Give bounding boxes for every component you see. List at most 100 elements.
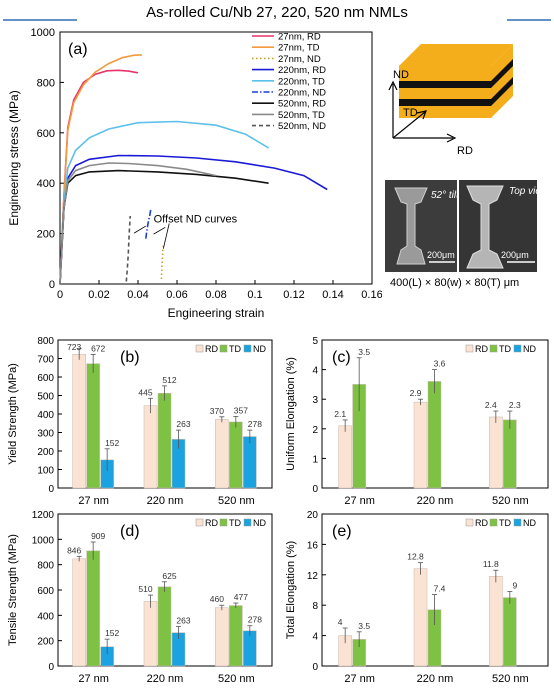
bar	[86, 363, 100, 489]
x-axis-label: Engineering strain	[168, 306, 265, 320]
legend-entry: 220nm, ND	[278, 88, 326, 99]
y-tick-label: 100	[37, 466, 54, 477]
data-label: 4	[338, 617, 343, 627]
series-line	[145, 209, 152, 239]
sem-photo-top: Top view 200μm	[459, 180, 537, 272]
data-label: 278	[248, 615, 262, 625]
legend-swatch	[219, 518, 228, 527]
y-tick-label: 1000	[31, 27, 55, 39]
y-tick-label: 0	[49, 279, 55, 291]
series-line	[59, 169, 269, 285]
y-axis-label: Uniform Elongation (%)	[285, 357, 297, 471]
legend-entry: ND	[523, 344, 536, 354]
bar	[157, 586, 172, 667]
y-tick-label: 2	[312, 425, 318, 436]
y-tick-label: 0	[48, 662, 54, 673]
y-tick-label: 0	[312, 484, 318, 495]
data-label: 2.1	[334, 409, 346, 419]
annotation-arrow	[153, 226, 166, 235]
y-tick-label: 300	[37, 429, 54, 440]
top-view-label: Top view	[509, 186, 537, 197]
legend-swatch	[513, 518, 522, 527]
y-tick-label: 5	[312, 336, 318, 347]
legend-entry: 220nm, TD	[278, 76, 325, 87]
y-tick-label: 800	[37, 77, 55, 89]
legend-entry: 27nm, ND	[278, 54, 321, 65]
y-tick-label: 500	[37, 392, 54, 403]
y-tick-label: 600	[37, 586, 54, 597]
bar	[143, 601, 158, 667]
laminate-stack	[399, 44, 513, 118]
uniform-elongation-chart: 0 1 2 3 4 5 Uniform Elongation (%) (c) 27 nm 2.1 3…	[285, 336, 549, 507]
bar	[338, 425, 352, 489]
legend-swatch	[195, 518, 204, 527]
stack-layer-1-side	[491, 59, 513, 88]
data-label: 263	[176, 419, 190, 429]
bar	[503, 419, 517, 489]
bar	[413, 401, 428, 489]
panel-label: (b)	[120, 349, 140, 366]
tensile-strength-chart: 0 200 400 600 800 1000 1200 Tensile Strength (M…	[7, 510, 273, 685]
legend-entry: RD	[205, 344, 218, 354]
data-label: 152	[105, 628, 119, 638]
legend-swatch	[489, 518, 498, 527]
legend-swatch	[513, 344, 522, 353]
nd-arrowhead	[388, 80, 398, 91]
category-label: 27 nm	[344, 495, 375, 507]
panel-label: (a)	[68, 41, 88, 58]
category-label: 520 nm	[218, 673, 255, 685]
x-tick-label: 0.02	[88, 289, 109, 301]
y-tick-label: 200	[37, 447, 54, 458]
data-label: 12.8	[407, 552, 424, 562]
stack-layer-2	[399, 99, 491, 106]
bar	[489, 416, 503, 489]
legend-swatch	[243, 344, 252, 353]
data-label: 3.6	[434, 359, 446, 369]
data-label: 460	[210, 594, 224, 604]
laminate-schematic: ND TD RD	[388, 44, 513, 157]
annotation-arrow	[162, 223, 170, 249]
y-axis-label: Yield Strength (MPa)	[7, 363, 19, 465]
legend-entry: RD	[475, 518, 488, 528]
y-tick-label: 16	[307, 540, 319, 551]
category-label: 520 nm	[218, 495, 255, 507]
stress-strain-chart: 0 0.02 0.04 0.06 0.08 0.1 0.12 0.14 0.16 0 200 400 6…	[7, 27, 382, 320]
legend-entry: TD	[499, 518, 511, 528]
series-line	[59, 162, 217, 285]
x-tick-label: 0.16	[361, 289, 382, 301]
bar	[215, 607, 229, 667]
legend-swatch	[465, 344, 474, 353]
y-tick-label: 1	[312, 454, 318, 465]
legend-entry: 520nm, TD	[278, 110, 325, 121]
data-label: 278	[248, 419, 262, 429]
legend-entry: TD	[229, 518, 241, 528]
specimen-dimensions-caption: 400(L) × 80(w) × 80(T) μm	[390, 277, 520, 289]
data-label: 510	[138, 584, 152, 594]
category-label: 27 nm	[78, 673, 109, 685]
annotation-arrow	[133, 225, 147, 234]
data-label: 909	[91, 531, 105, 541]
panel-label: (e)	[332, 523, 352, 540]
y-tick-label: 8	[312, 601, 318, 612]
y-tick-label: 400	[37, 178, 55, 190]
legend-swatch	[195, 344, 204, 353]
y-tick-label: 400	[37, 410, 54, 421]
data-label: 9	[512, 581, 517, 591]
yield-strength-chart: 0 100 200 300 400 500 600 700 800 Yield Strength …	[7, 336, 273, 507]
bar	[229, 421, 243, 489]
y-tick-label: 3	[312, 395, 318, 406]
data-label: 625	[162, 571, 176, 581]
legend-entry: RD	[205, 518, 218, 528]
x-tick-label: 0	[57, 289, 63, 301]
data-label: 723	[67, 342, 81, 352]
x-tick-label: 0.08	[205, 289, 226, 301]
y-tick-label: 700	[37, 355, 54, 366]
data-label: 152	[105, 438, 119, 448]
legend-swatch	[243, 518, 252, 527]
data-label: 2.9	[410, 388, 422, 398]
legend-entry: ND	[253, 344, 266, 354]
bar	[489, 576, 503, 667]
data-label: 370	[210, 406, 224, 416]
series-line	[125, 215, 131, 282]
legend-entry: 220nm, RD	[278, 65, 326, 76]
